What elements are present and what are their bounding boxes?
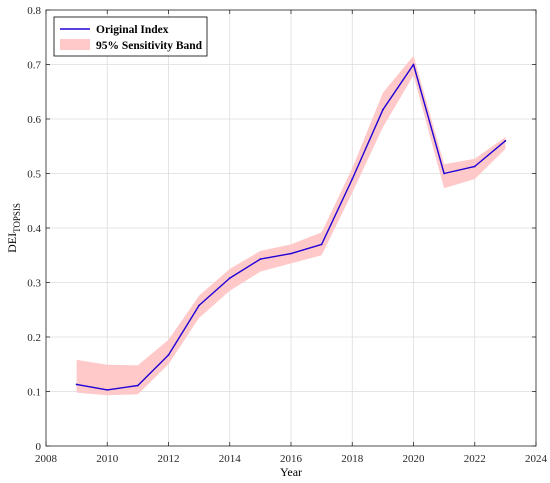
- original-index-point: [259, 258, 262, 260]
- x-tick-label: 2008: [35, 453, 58, 465]
- x-axis-ticks: 2008 2010 2012 2014 2016 2018 2020 2022 2024: [35, 10, 548, 465]
- x-tick-label: 2022: [464, 453, 486, 465]
- y-tick-label: 0: [36, 441, 42, 453]
- original-index-point: [381, 108, 384, 111]
- x-tick-label: 2014: [219, 453, 242, 465]
- x-tick-label: 2010: [96, 453, 119, 465]
- y-axis-label-subscript: TOPSIS: [12, 203, 22, 233]
- y-tick-label: 0.6: [27, 114, 41, 126]
- x-tick-label: 2016: [280, 453, 303, 465]
- y-tick-label: 0.5: [27, 169, 41, 181]
- original-index-point: [290, 252, 292, 255]
- y-axis-label: DEITOPSIS: [5, 203, 22, 253]
- original-index-point: [412, 63, 415, 66]
- x-axis-label: Year: [280, 465, 302, 479]
- legend-label-original-index: Original Index: [96, 24, 169, 36]
- original-index-point: [167, 354, 170, 356]
- original-index-point: [106, 388, 109, 391]
- legend-band-swatch: [60, 39, 90, 50]
- original-index-point: [473, 165, 476, 168]
- x-tick-label: 2012: [158, 453, 180, 465]
- y-tick-label: 0.2: [27, 332, 41, 344]
- original-index-point: [136, 384, 139, 387]
- original-index-point: [320, 243, 323, 246]
- y-tick-label: 0.1: [27, 387, 41, 399]
- y-tick-label: 0.3: [27, 278, 41, 290]
- x-tick-label: 2018: [341, 453, 364, 465]
- y-tick-label: 0.4: [27, 223, 41, 235]
- original-index-point: [443, 172, 446, 175]
- original-index-point: [228, 277, 231, 280]
- y-axis-ticks: 0 0.1 0.2 0.3 0.4 0.5 0.6 0.7 0.8: [27, 5, 536, 453]
- original-index-point: [75, 383, 78, 386]
- y-tick-label: 0.7: [27, 60, 41, 72]
- legend-label-sensitivity-band: 95% Sensitivity Band: [96, 40, 203, 52]
- y-axis-label-main: DEI: [5, 233, 19, 253]
- legend: Original Index 95% Sensitivity Band: [53, 16, 208, 57]
- original-index-point: [504, 139, 507, 142]
- original-index-point: [198, 304, 201, 307]
- x-tick-label: 2024: [525, 453, 548, 465]
- original-index-point: [351, 178, 354, 180]
- original-index-layer: [75, 63, 507, 391]
- y-tick-label: 0.8: [27, 5, 41, 17]
- x-tick-label: 2020: [403, 453, 426, 465]
